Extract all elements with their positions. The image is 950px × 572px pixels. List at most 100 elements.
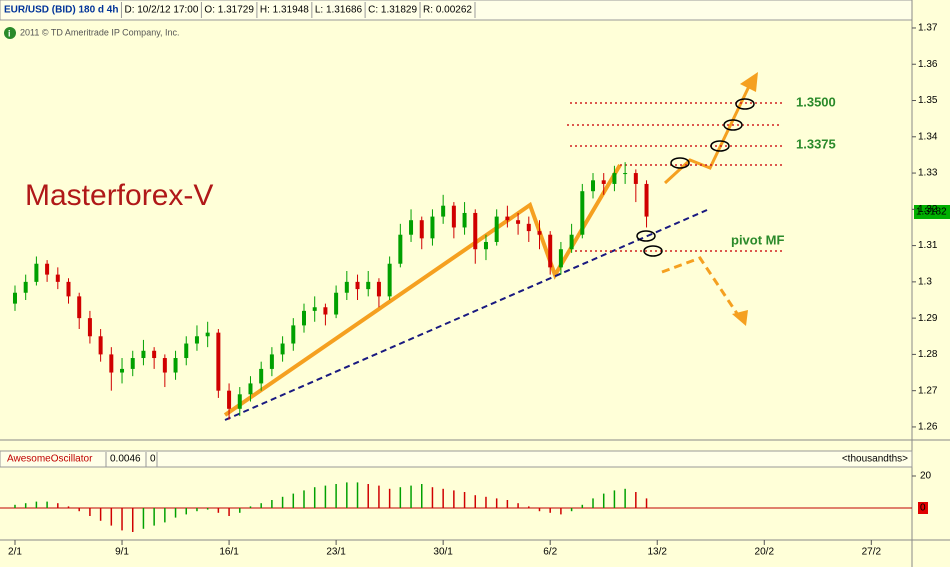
candle-body: [141, 350, 146, 359]
info-icon-glyph: i: [8, 28, 11, 38]
header: EUR/USD (BID) 180 d 4h D: 10/2/12 17:00 O:…: [4, 2, 476, 18]
copyright: 2011 © TD Ameritrade IP Company, Inc.: [20, 27, 180, 37]
candle-body: [280, 343, 285, 355]
candle-body: [23, 281, 28, 293]
header-field: R: 0.00262: [423, 5, 472, 16]
candle-body: [569, 234, 574, 250]
x-tick-label: 23/1: [326, 547, 346, 558]
candle-body: [334, 292, 339, 315]
last-price: 1.3182: [916, 207, 947, 218]
candle-body: [516, 220, 521, 224]
candle-body: [387, 263, 392, 297]
candle-body: [409, 220, 414, 235]
candle-body: [548, 234, 553, 268]
y-tick-label: 1.31: [918, 240, 938, 251]
candle-body: [162, 358, 167, 373]
y-tick-label: 1.3: [918, 277, 932, 288]
candle-body: [291, 325, 296, 344]
candle-body: [612, 173, 617, 184]
candle-body: [194, 336, 199, 344]
osc-value: 0.0046: [110, 454, 141, 465]
candle-body: [451, 205, 456, 228]
candle-body: [98, 336, 103, 355]
candle-body: [312, 307, 317, 311]
x-tick-label: 6/2: [543, 547, 557, 558]
level-label: 1.3375: [796, 136, 836, 151]
candle-body: [216, 332, 221, 391]
zero-box: [918, 502, 928, 514]
levels: [567, 102, 782, 252]
candle-body: [558, 249, 563, 268]
candle-body: [376, 281, 381, 297]
ellipse: [643, 245, 663, 257]
y-tick-label: 1.37: [918, 23, 938, 34]
candle-body: [526, 223, 531, 232]
candle-body: [537, 231, 542, 235]
candle-body: [173, 358, 178, 373]
candle-body: [12, 292, 17, 304]
candle-body: [344, 281, 349, 293]
candle-body: [45, 263, 50, 275]
candle-body: [55, 274, 60, 282]
candle-body: [184, 343, 189, 359]
candle-body: [505, 216, 510, 221]
y-tick-label: 1.29: [918, 313, 938, 324]
candle-body: [441, 205, 446, 217]
ellipse: [735, 98, 755, 110]
candle-body: [259, 368, 264, 384]
candle-body: [462, 212, 467, 228]
candle-body: [580, 191, 585, 235]
candle-body: [269, 354, 274, 369]
circles: [636, 98, 755, 257]
ellipse: [670, 157, 690, 169]
y-tick-label: 20: [920, 471, 932, 482]
candle-body: [398, 234, 403, 264]
y-tick-label: 1.26: [918, 422, 938, 433]
candle-body: [109, 354, 114, 373]
candle-body: [130, 358, 135, 369]
candle-body: [248, 383, 253, 395]
y-tick-label: 1.35: [918, 95, 938, 106]
candle-body: [227, 390, 232, 409]
y-tick-label: 1.33: [918, 168, 938, 179]
candle-body: [66, 281, 71, 297]
alt-forecast-arrow: [661, 256, 742, 319]
candle-body: [483, 241, 488, 250]
x-tick-label: 16/1: [219, 547, 239, 558]
x-tick-label: 20/2: [755, 547, 775, 558]
header-field: H: 1.31948: [260, 5, 309, 16]
candle-body: [430, 216, 435, 239]
candle-body: [473, 212, 478, 250]
forecast-arrow: [663, 79, 754, 185]
ellipse: [636, 230, 656, 242]
candle-body: [237, 394, 242, 409]
candle-body: [34, 263, 39, 282]
header-field: EUR/USD (BID) 180 d 4h: [4, 5, 118, 16]
candle-body: [120, 368, 125, 373]
candle-body: [644, 183, 649, 217]
header-field: D: 10/2/12 17:00: [124, 5, 198, 16]
candle-body: [623, 173, 628, 175]
info-icon[interactable]: [4, 27, 16, 39]
y-tick-label: 1.27: [918, 385, 938, 396]
y-tick-label: 1.36: [918, 59, 938, 70]
ellipse: [710, 140, 730, 152]
arrow-head: [740, 72, 758, 92]
candle-body: [152, 350, 157, 359]
candle-body: [419, 220, 424, 239]
y-tick-label: 1.28: [918, 349, 938, 360]
candle-body: [494, 216, 499, 242]
header-field: O: 1.31729: [204, 5, 254, 16]
last-price-box: [914, 205, 950, 219]
wave-line: [223, 163, 622, 417]
x-tick-label: 30/1: [433, 547, 453, 558]
header-field: L: 1.31686: [315, 5, 363, 16]
candle-body: [77, 296, 82, 319]
watermark: Masterforex-V: [25, 179, 213, 212]
candle-body: [323, 307, 328, 315]
candle-body: [302, 310, 306, 326]
osc-name: AwesomeOscillator: [7, 454, 93, 465]
candle-body: [633, 173, 638, 184]
candle-body: [366, 281, 371, 290]
